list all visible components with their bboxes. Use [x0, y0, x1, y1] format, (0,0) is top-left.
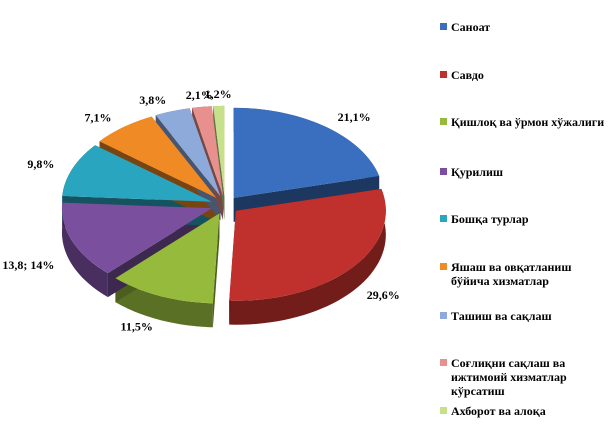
legend-entry: Бошқа турлар — [440, 212, 605, 226]
legend-label: Ахборот ва алоқа — [451, 404, 546, 418]
legend-entry: Қурилиш — [440, 165, 605, 179]
slice — [213, 105, 225, 196]
legend-swatch — [440, 263, 447, 270]
legend-label: Қишлоқ ва ўрмон хўжалиги — [451, 115, 605, 129]
slice-edge — [212, 213, 220, 328]
legend-label: Бошқа турлар — [451, 212, 529, 226]
legend-entry: Савдо — [440, 68, 605, 82]
pie-area: 21,1% 29,6% 11,5% 13,8; 14% 9,8% 7,1% 3,8% 2,1%… — [2, 87, 399, 333]
slice — [233, 107, 380, 198]
data-label: 29,6% — [367, 288, 400, 302]
slice — [155, 108, 221, 197]
data-label: 7,1% — [84, 111, 111, 125]
data-label: 2,1% — [186, 88, 213, 102]
legend-label: Савдо — [451, 68, 484, 82]
legend-entry: Ахборот ва алоқа — [440, 404, 605, 418]
legend-label: Соғлиқни сақлаш ва ижтимоий хизматлар кў… — [451, 356, 567, 398]
legend-entry: Соғлиқни сақлаш ва ижтимоий хизматлар кў… — [440, 356, 605, 398]
slice-side — [61, 202, 108, 298]
legend-label: Қурилиш — [451, 165, 504, 179]
legend-swatch — [440, 359, 447, 366]
data-label: 1,2% — [205, 87, 232, 101]
slice — [192, 106, 224, 196]
data-label: 9,8% — [27, 157, 54, 171]
legend-swatch — [440, 215, 447, 222]
labels: 21,1% 29,6% 11,5% 13,8; 14% 9,8% 7,1% 3,8% 2,1%… — [2, 87, 399, 333]
data-label: 3,8% — [139, 93, 166, 107]
data-label: 21,1% — [338, 110, 371, 124]
legend-entry: Саноат — [440, 20, 605, 34]
data-label: 11,5% — [121, 319, 153, 333]
slice — [115, 213, 220, 304]
tops — [61, 105, 386, 304]
legend-label: Ташиш ва сақлаш — [451, 309, 552, 323]
slice — [99, 116, 217, 198]
legend-entry: Қишлоқ ва ўрмон хўжалиги — [440, 115, 605, 129]
slice-side — [115, 278, 213, 328]
legend-entry: Ташиш ва сақлаш — [440, 309, 605, 323]
legend-label: Саноат — [451, 20, 491, 34]
legend-label: Яшаш ва овқатланиш бўйича хизматлар — [451, 260, 572, 288]
legend-swatch — [440, 168, 447, 175]
slice — [229, 188, 386, 301]
legend-entry: Яшаш ва овқатланиш бўйича хизматлар — [440, 260, 605, 288]
slice — [61, 202, 212, 274]
data-label: 13,8; 14% — [2, 258, 54, 272]
legend-swatch — [440, 23, 447, 30]
slice-side — [229, 188, 386, 325]
legend-swatch — [440, 118, 447, 125]
legend-swatch — [440, 312, 447, 319]
legend-swatch — [440, 407, 447, 414]
slice — [62, 145, 212, 202]
legend-swatch — [440, 71, 447, 78]
